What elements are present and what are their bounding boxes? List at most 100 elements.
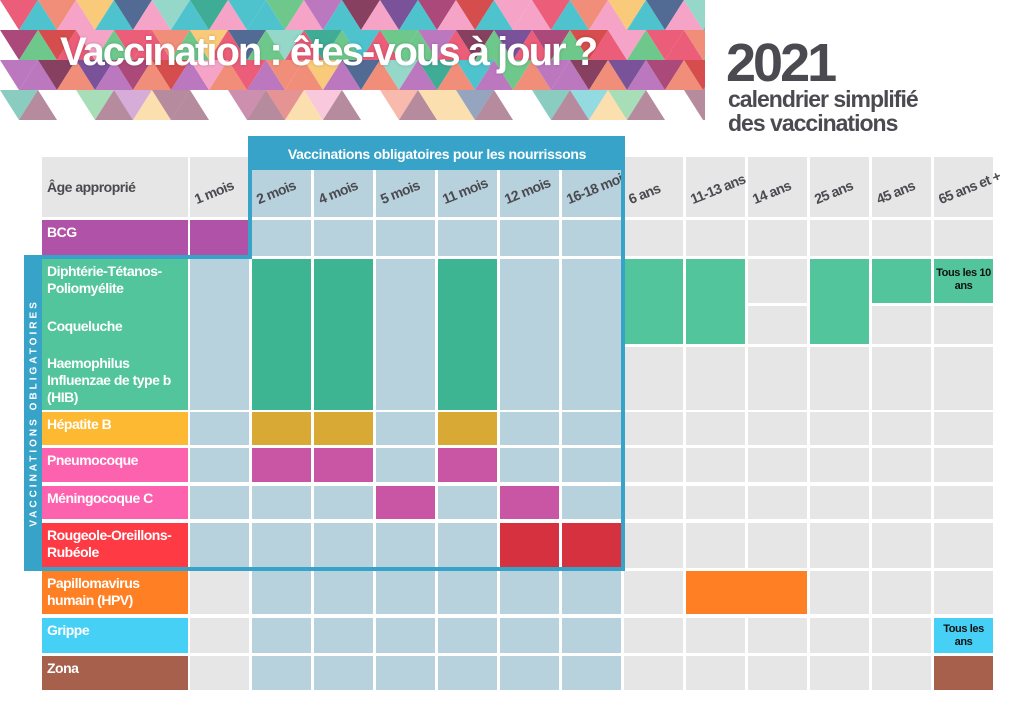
banner-triangle (152, 30, 190, 60)
page-title: Vaccination : êtes-vous à jour ? (60, 30, 598, 74)
empty-cell (810, 448, 869, 482)
banner-triangle (19, 90, 57, 120)
vaccine-name-dtp: Diphtérie-Tétanos-Poliomyélite (47, 263, 162, 296)
empty-cell (500, 220, 559, 256)
empty-cell (748, 412, 807, 445)
empty-cell (934, 347, 993, 410)
empty-cell (748, 220, 807, 256)
empty-cell (872, 656, 931, 690)
empty-cell (686, 523, 745, 568)
banner-triangle (570, 90, 608, 120)
empty-cell (872, 448, 931, 482)
banner-triangle (323, 30, 361, 60)
row-label-ror: Rougeole-Oreillons-Rubéole (42, 523, 188, 568)
banner-triangle (342, 60, 380, 90)
banner-triangle (209, 60, 247, 90)
banner-triangle (684, 30, 705, 60)
age-header-cell: 12 mois (500, 170, 559, 217)
banner-triangle (437, 0, 475, 30)
empty-cell (624, 656, 683, 690)
vaccine-name-meningocoque-c: Méningocoque C (47, 490, 153, 506)
empty-cell (562, 412, 621, 445)
banner-triangle (418, 0, 456, 30)
age-header-cell: 2 mois (252, 170, 311, 217)
empty-cell (438, 571, 497, 614)
empty-cell (314, 486, 373, 519)
banner-triangle (38, 30, 76, 60)
empty-cell (562, 448, 621, 482)
banner-triangle (323, 60, 361, 90)
banner-triangle (532, 0, 570, 30)
banner-triangle (228, 90, 266, 120)
banner-triangle (684, 0, 705, 30)
empty-cell (252, 220, 311, 256)
banner-triangle (475, 0, 513, 30)
empty-cell (872, 412, 931, 445)
banner-triangle (114, 0, 152, 30)
dose-cell (376, 486, 435, 519)
row-label-pneumocoque: Pneumocoque (42, 448, 188, 482)
banner-triangle (0, 30, 38, 60)
empty-cell (686, 486, 745, 519)
age-label: 5 mois (378, 176, 422, 207)
empty-cell (810, 571, 869, 614)
empty-cell (872, 523, 931, 568)
empty-cell (190, 486, 249, 519)
banner-triangle (247, 30, 285, 60)
empty-cell (190, 448, 249, 482)
empty-cell (872, 618, 931, 653)
banner-triangle (95, 60, 133, 90)
dose-cell (624, 259, 683, 344)
age-header-cell: 45 ans (872, 157, 931, 217)
age-header-cell: 25 ans (810, 157, 869, 217)
dose-cell (686, 259, 745, 344)
empty-cell (810, 618, 869, 653)
age-label: 1 mois (192, 176, 236, 207)
empty-cell (934, 412, 993, 445)
banner-triangle (589, 60, 627, 90)
dose-note: Tous les ans (943, 623, 984, 648)
dose-cell: Tous les ans (934, 618, 993, 653)
banner-triangle (304, 90, 342, 120)
empty-cell (376, 220, 435, 256)
dose-cell (500, 523, 559, 568)
dose-note: Tous les 10 ans (936, 267, 991, 292)
dose-cell (314, 412, 373, 445)
banner-triangle (570, 0, 608, 30)
empty-cell (376, 412, 435, 445)
banner-triangle (133, 90, 171, 120)
age-header-cell: 11-13 ans (686, 157, 747, 217)
banner-triangle (114, 90, 152, 120)
banner-triangle (627, 0, 665, 30)
banner-triangle (133, 60, 171, 90)
banner-triangle (380, 30, 418, 60)
banner-triangle (247, 60, 285, 90)
side-label-strip: VACCINATIONS OBLIGATOIRES (25, 256, 42, 570)
dose-cell (190, 220, 249, 256)
row-label-dtp-group: Diphtérie-Tétanos-Poliomyélite Coqueluche… (42, 259, 188, 410)
empty-cell (314, 571, 373, 614)
empty-cell (252, 486, 311, 519)
vaccine-name-hib: Haemophilus Influenzae de type b (HIB) (47, 355, 171, 405)
banner-triangle (703, 56, 705, 60)
banner-triangle (608, 30, 646, 60)
row-label-hpv: Papillomavirus humain (HPV) (42, 571, 188, 614)
banner-triangle (551, 60, 589, 90)
empty-cell (190, 618, 249, 653)
empty-cell (934, 523, 993, 568)
empty-cell (376, 448, 435, 482)
empty-cell (252, 571, 311, 614)
banner-triangle (38, 60, 76, 90)
banner-triangle (57, 60, 95, 90)
age-label: 4 mois (316, 176, 360, 207)
empty-cell (438, 656, 497, 690)
empty-cell (686, 220, 745, 256)
banner-triangle (190, 30, 228, 60)
empty-cell (810, 486, 869, 519)
banner-triangle (608, 0, 646, 30)
banner-triangle (437, 60, 475, 90)
empty-cell (748, 306, 807, 344)
banner-triangle (665, 30, 703, 60)
banner-triangle (703, 116, 705, 120)
